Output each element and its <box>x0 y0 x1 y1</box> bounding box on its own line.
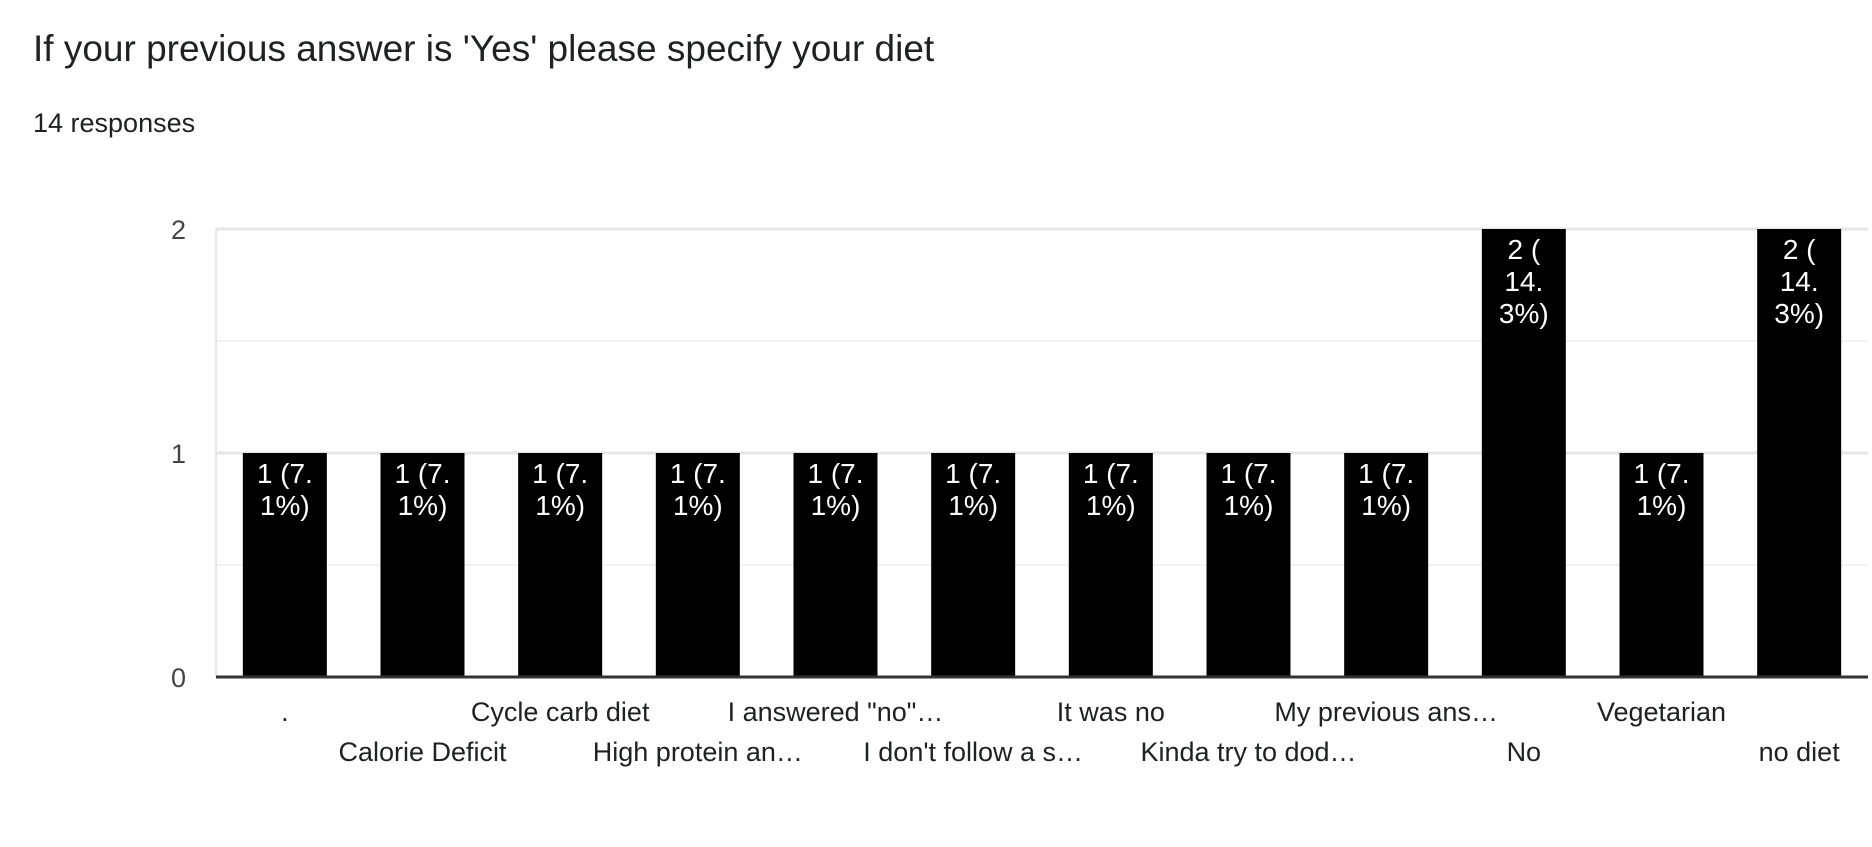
y-tick-label: 0 <box>171 663 186 693</box>
y-tick-label: 1 <box>171 439 186 469</box>
x-category-label: Vegetarian <box>1597 697 1726 727</box>
y-tick-label: 2 <box>171 215 186 245</box>
bar-data-label: 1 (7. 1%) <box>1083 458 1139 521</box>
x-category-label: I answered "no"… <box>728 697 944 727</box>
bar-data-label: 1 (7. 1%) <box>807 458 863 521</box>
x-category-label: I don't follow a s… <box>863 737 1083 767</box>
response-count: 14 responses <box>33 108 196 138</box>
bar-data-label: 1 (7. 1%) <box>257 458 313 521</box>
bar <box>242 453 327 677</box>
bar-data-label: 1 (7. 1%) <box>394 458 450 521</box>
bar <box>931 453 1016 677</box>
bar-data-label: 1 (7. 1%) <box>1633 458 1689 521</box>
x-category-label: Cycle carb diet <box>471 697 650 727</box>
bar <box>1344 453 1429 677</box>
x-category-label: Kinda try to dod… <box>1140 737 1356 767</box>
x-category-label: No <box>1507 737 1542 767</box>
bar <box>1068 453 1153 677</box>
bar <box>380 453 465 677</box>
x-category-label: My previous ans… <box>1274 697 1498 727</box>
bar <box>793 453 878 677</box>
bar-data-label: 1 (7. 1%) <box>532 458 588 521</box>
x-category-label: It was no <box>1057 697 1165 727</box>
bar-data-label: 2 (14. 3%) <box>1774 234 1824 329</box>
bar <box>1619 453 1704 677</box>
bar <box>1757 229 1842 677</box>
x-category-label: no diet <box>1759 737 1841 767</box>
bar-data-label: 1 (7. 1%) <box>945 458 1001 521</box>
bar-data-label: 1 (7. 1%) <box>1358 458 1414 521</box>
bar-data-label: 2 (14. 3%) <box>1499 234 1549 329</box>
bar-data-label: 1 (7. 1%) <box>670 458 726 521</box>
bar <box>655 453 740 677</box>
bar <box>1481 229 1566 677</box>
x-category-label: . <box>281 697 289 727</box>
bar <box>1206 453 1291 677</box>
x-category-label: Calorie Deficit <box>338 737 507 767</box>
x-category-label: High protein an… <box>593 737 803 767</box>
bar-data-label: 1 (7. 1%) <box>1220 458 1276 521</box>
bar <box>518 453 603 677</box>
chart-title: If your previous answer is 'Yes' please … <box>33 28 935 69</box>
